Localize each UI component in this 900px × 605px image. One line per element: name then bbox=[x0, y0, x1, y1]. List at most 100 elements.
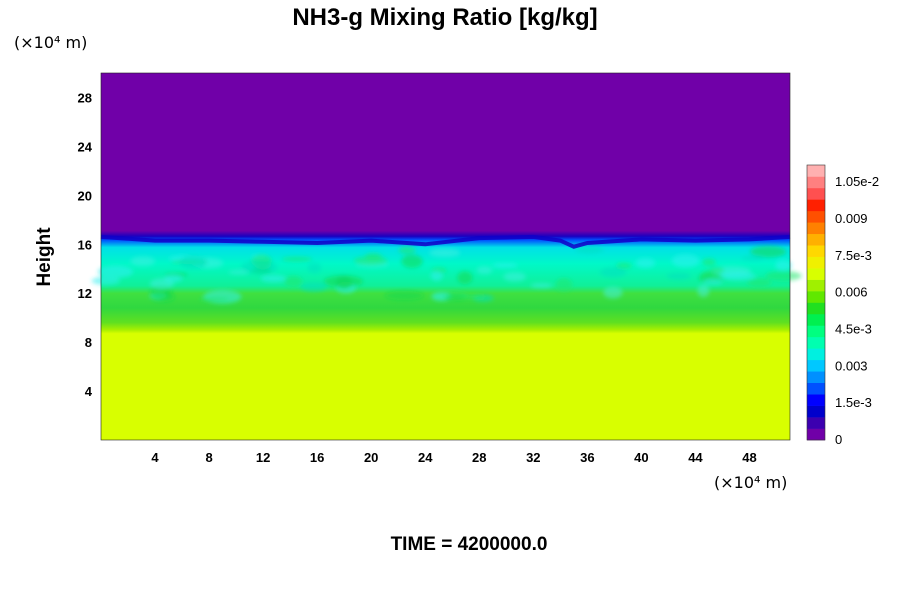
y-tick-label: 16 bbox=[78, 237, 92, 252]
turbulence-blob bbox=[702, 258, 716, 267]
colorbar-cell bbox=[807, 313, 825, 326]
y-tick-label: 4 bbox=[85, 384, 93, 399]
x-tick-label: 16 bbox=[310, 450, 324, 465]
x-tick-label: 44 bbox=[688, 450, 703, 465]
turbulence-blob bbox=[492, 262, 518, 268]
turbulence-blob bbox=[719, 271, 757, 281]
colorbar-cell bbox=[807, 210, 825, 223]
turbulence-blob bbox=[97, 265, 134, 278]
turbulence-blob bbox=[599, 267, 627, 278]
x-tick-label: 24 bbox=[418, 450, 433, 465]
colorbar-labels: 0 1.5e-3 0.003 4.5e-3 0.006 7.5e-3 0.009 1.05e-… bbox=[835, 174, 879, 447]
turbulence-blob bbox=[709, 267, 725, 273]
turbulence-blob bbox=[323, 275, 364, 288]
colorbar-cell bbox=[807, 187, 825, 200]
colorbar-cell bbox=[807, 417, 825, 429]
colorbar-cell bbox=[807, 233, 825, 246]
cloud-top-boundary bbox=[100, 234, 791, 249]
y-tick-label: 8 bbox=[85, 335, 92, 350]
colorbar-cell bbox=[807, 371, 825, 384]
colorbar-tick-label: 1.05e-2 bbox=[835, 174, 879, 189]
colorbar-cell bbox=[807, 302, 825, 315]
colorbar-tick-label: 4.5e-3 bbox=[835, 322, 872, 337]
chart-title: NH3-g Mixing Ratio [kg/kg] bbox=[292, 4, 597, 31]
turbulence-blob bbox=[574, 246, 604, 254]
colorbar-tick-label: 0 bbox=[835, 432, 842, 447]
turbulence-blob bbox=[203, 289, 242, 304]
turbulence-blob bbox=[503, 272, 526, 282]
colorbar-tick-label: 0.009 bbox=[835, 211, 868, 226]
colorbar-cell bbox=[807, 222, 825, 235]
time-label: TIME = 4200000.0 bbox=[391, 534, 548, 555]
colorbar-cell bbox=[807, 245, 825, 257]
x-axis-unit: (×10⁴ m) bbox=[714, 473, 787, 492]
colorbar-cell bbox=[807, 291, 825, 303]
turbulence-blob bbox=[555, 277, 573, 292]
y-tick-label: 20 bbox=[78, 188, 92, 203]
turbulence-blob bbox=[765, 270, 802, 281]
plot-frame bbox=[100, 72, 791, 441]
turbulence-blob bbox=[671, 254, 700, 268]
plot-area bbox=[91, 72, 802, 441]
turbulence-blob bbox=[530, 283, 553, 288]
y-tick-label: 28 bbox=[78, 90, 92, 105]
colorbar-cell bbox=[807, 279, 825, 292]
x-tick-label: 8 bbox=[205, 450, 212, 465]
y-tick-label: 24 bbox=[78, 139, 93, 154]
turbulence-blob bbox=[260, 275, 287, 283]
turbulence-blob bbox=[179, 255, 208, 269]
colorbar-cell bbox=[807, 336, 825, 349]
colorbar-tick-label: 0.003 bbox=[835, 358, 868, 373]
colorbar-cell bbox=[807, 405, 825, 418]
turbulence-blob bbox=[199, 296, 230, 302]
x-tick-label: 36 bbox=[580, 450, 594, 465]
turbulence-blob bbox=[615, 262, 632, 269]
x-tick-label: 28 bbox=[472, 450, 486, 465]
colorbar-cell bbox=[807, 176, 825, 189]
turbulence-blob bbox=[283, 275, 303, 288]
colorbar-tick-label: 7.5e-3 bbox=[835, 248, 872, 263]
y-axis-label: Height bbox=[34, 227, 55, 287]
turbulence-blob bbox=[149, 285, 173, 299]
colorbar-cell bbox=[807, 348, 825, 361]
x-tick-label: 4 bbox=[151, 450, 159, 465]
y-axis-unit: (×10⁴ m) bbox=[14, 33, 87, 52]
turbulence-blob bbox=[476, 266, 493, 275]
turbulence-blob bbox=[460, 293, 486, 300]
turbulence-blob bbox=[697, 284, 710, 297]
colorbar-cell bbox=[807, 428, 825, 441]
x-axis-ticks: 4 8 12 16 20 24 28 32 36 40 44 48 bbox=[151, 450, 756, 465]
turbulence-blob bbox=[430, 270, 443, 281]
turbulence-blob bbox=[91, 276, 121, 286]
turbulence-blob bbox=[300, 281, 328, 292]
turbulence-blob bbox=[666, 272, 691, 280]
turbulence-blob bbox=[384, 290, 424, 301]
turbulence-blob bbox=[398, 246, 416, 255]
x-tick-label: 20 bbox=[364, 450, 378, 465]
turbulence-blob bbox=[240, 260, 278, 274]
x-tick-label: 32 bbox=[526, 450, 540, 465]
turbulence-blob bbox=[401, 254, 423, 269]
turbulence-blob bbox=[750, 245, 787, 258]
turbulence-blob bbox=[364, 252, 382, 261]
turbulence-blob bbox=[429, 248, 461, 258]
colorbar-cell bbox=[807, 359, 825, 372]
colorbar-cell bbox=[807, 256, 825, 269]
colorbar-cells bbox=[807, 165, 825, 441]
turbulent-layer bbox=[91, 245, 802, 304]
colorbar-cell bbox=[807, 325, 825, 338]
turbulence-blob bbox=[457, 271, 473, 285]
colorbar-cell bbox=[807, 382, 825, 395]
turbulence-blob bbox=[228, 270, 250, 275]
turbulence-blob bbox=[149, 278, 174, 289]
x-tick-label: 12 bbox=[256, 450, 270, 465]
colorbar-tick-label: 0.006 bbox=[835, 285, 868, 300]
x-tick-label: 48 bbox=[742, 450, 756, 465]
turbulence-blob bbox=[635, 258, 656, 268]
colorbar-tick-label: 1.5e-3 bbox=[835, 395, 872, 410]
turbulence-blob bbox=[603, 286, 623, 299]
colorbar-cell bbox=[807, 165, 825, 177]
colorbar-cell bbox=[807, 394, 825, 406]
x-tick-label: 40 bbox=[634, 450, 648, 465]
